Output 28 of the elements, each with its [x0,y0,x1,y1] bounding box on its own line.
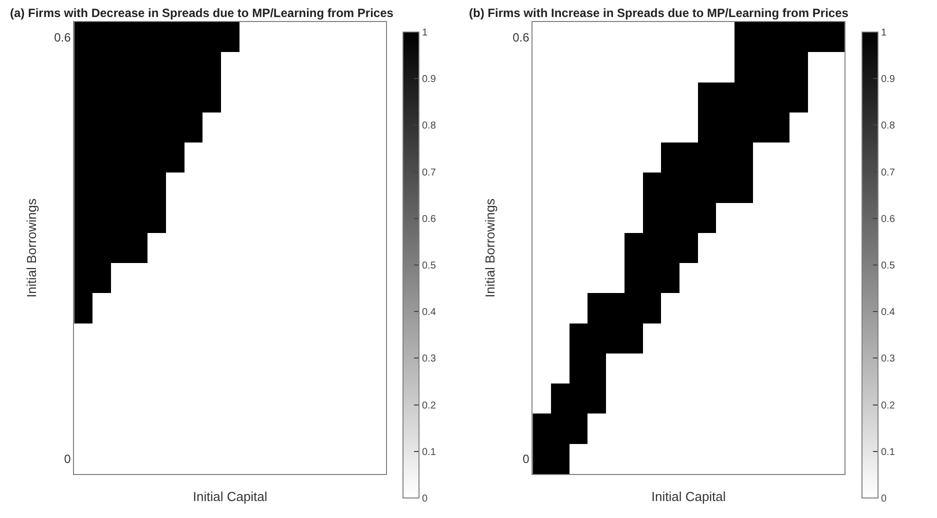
chart-title: (a) Firms with Decrease in Spreads due to MP/Learning from Prices [10,6,394,20]
x-axis-title: Initial Capital [192,488,268,504]
y-axis-title: Initial Borrowings [24,198,40,298]
color-bar-label: 0 [422,494,428,504]
color-bar-label: 0.6 [422,214,436,225]
color-bar-label: 0.1 [881,446,896,458]
color-bar-label: 0.5 [881,260,896,272]
color-bar-label: 0.8 [881,120,896,132]
color-bar-label: 0.4 [422,307,436,318]
color-bar-label: 0.9 [881,74,896,86]
color-bar-label: 0.3 [881,354,896,365]
color-bar-label: 0.2 [422,400,436,412]
color-bar-label: 0.8 [422,120,436,132]
color-bar-label: 0.4 [881,307,896,318]
color-bar-label: 0.7 [881,167,896,178]
y-axis-title: Initial Borrowings [482,198,498,298]
chart-title: (b) Firms with Increase in Spreads due to MP/Learning from Prices [469,6,849,20]
x-axis-title: Initial Capital [651,488,726,504]
color-bar-label: 0.2 [881,400,896,412]
color-bar-label: 0.3 [422,354,436,365]
color-bar-label: 0.6 [881,214,896,225]
color-bar-label: 1 [881,28,887,38]
color-bar-label: 0 [881,494,887,504]
color-bar-label: 1 [422,28,428,38]
color-bar-label: 0.1 [422,446,436,458]
color-bar-label: 0.9 [422,74,436,86]
color-bar-label: 0.7 [422,167,436,178]
color-bar-label: 0.5 [422,260,436,272]
